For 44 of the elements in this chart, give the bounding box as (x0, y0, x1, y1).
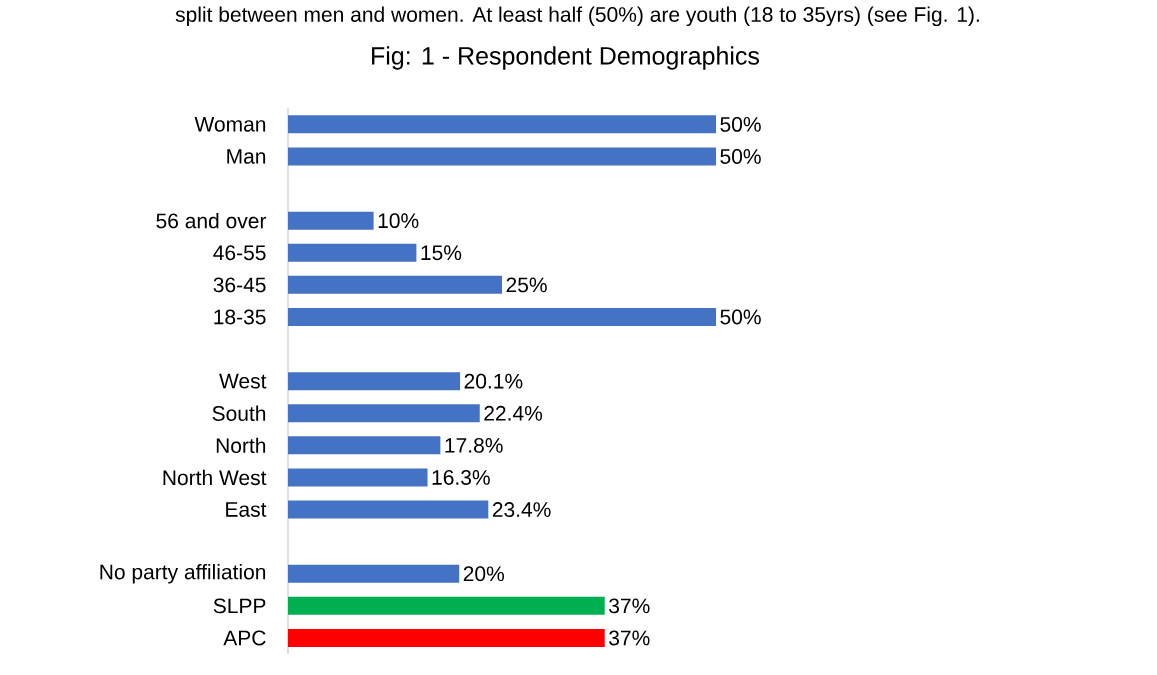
bar (288, 115, 717, 134)
bar (288, 628, 605, 647)
bar (288, 307, 717, 326)
data-label: 10% (378, 213, 419, 229)
y-tick-label: North (216, 437, 266, 454)
bar (288, 564, 460, 583)
y-tick-label: South (212, 405, 266, 421)
data-label: 23.4% (492, 502, 551, 517)
bar (288, 147, 717, 166)
data-label: 17.8% (445, 437, 503, 453)
y-tick-label: 36-45 (213, 277, 266, 293)
bar (288, 500, 489, 519)
y-tick-label: North West (163, 469, 267, 486)
y-tick-label: 56 and over (156, 212, 267, 229)
data-label: 25% (506, 277, 547, 293)
data-label: 37% (609, 598, 650, 614)
y-tick-label: No party affiliation (100, 563, 266, 584)
bar (288, 436, 441, 455)
data-label: 50% (720, 309, 761, 325)
y-tick-label: 18-35 (214, 309, 266, 325)
data-label: 37% (609, 630, 650, 646)
bar (288, 211, 374, 230)
y-tick-label: West (219, 373, 267, 389)
data-label: 50% (720, 149, 761, 164)
y-tick-label: Woman (194, 117, 266, 132)
data-label: 16.3% (432, 470, 490, 485)
bar (288, 275, 502, 294)
y-tick-label: East (226, 502, 267, 517)
data-label: 20% (463, 566, 505, 582)
data-label: 50% (720, 116, 761, 132)
data-label: 20.1% (464, 373, 523, 389)
bar (288, 372, 461, 391)
y-tick-label: SLPP (213, 598, 266, 614)
data-label: 22.4% (484, 405, 543, 421)
text: split between men and women. At least half (50%) are youth (18 to 35yrs) (see Fig. 1). (175, 6, 979, 27)
bar (288, 596, 605, 615)
y-tick-label: APC (223, 630, 266, 646)
y-tick-label: Man (227, 149, 266, 164)
y-tick-label: 46-55 (213, 245, 266, 261)
data-label: 15% (421, 245, 462, 261)
bar (288, 468, 428, 487)
bar (288, 404, 480, 423)
chart-title: Fig: 1 - Respondent Demographics (372, 46, 760, 70)
bar (288, 243, 417, 262)
